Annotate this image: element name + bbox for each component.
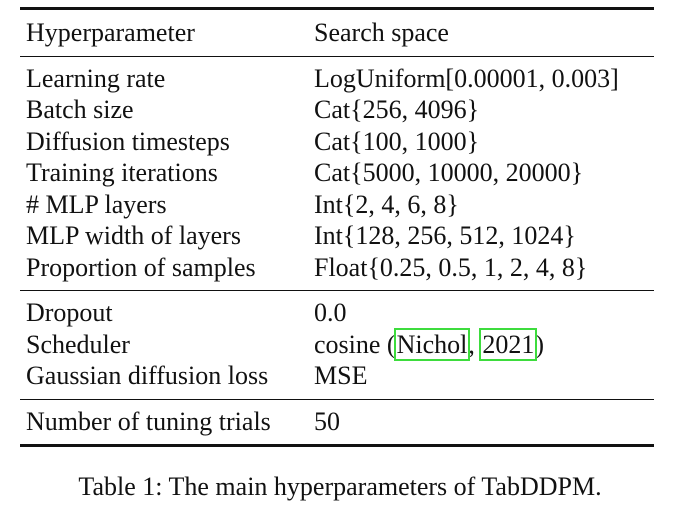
search-space: LogUniform[0.00001, 0.003]	[314, 63, 619, 93]
search-space: cosine (Nichol, 2021)	[314, 327, 545, 361]
table-row: Number of tuning trials 50	[20, 406, 654, 438]
scheduler-value: cosine (	[314, 329, 396, 359]
param-name: Diffusion timesteps	[26, 126, 230, 156]
param-name: MLP width of layers	[26, 221, 241, 250]
table-row: Dropout 0.0	[20, 297, 654, 329]
search-space: Float{0.25, 0.5, 1, 2, 4, 8}	[314, 252, 588, 282]
table-row: Proportion of samples Float{0.25, 0.5, 1…	[20, 252, 654, 284]
search-space: 0.0	[314, 298, 347, 327]
table-row: Batch size Cat{256, 4096}	[20, 94, 654, 126]
table-caption: Table 1: The main hyperparameters of Tab…	[78, 472, 602, 501]
section-rule	[20, 398, 654, 400]
header-space: Search space	[314, 18, 449, 47]
section-search: Learning rate LogUniform[0.00001, 0.003]…	[20, 57, 654, 291]
citation-year-link[interactable]: 2021	[479, 327, 538, 361]
citation-separator: ,	[468, 329, 482, 359]
param-name: Scheduler	[26, 329, 130, 359]
top-rule	[20, 7, 654, 10]
header-param: Hyperparameter	[26, 18, 195, 47]
search-space: Int{2, 4, 6, 8}	[314, 189, 459, 219]
table-header: Hyperparameter Search space	[20, 10, 654, 56]
table-row: Gaussian diffusion loss MSE	[20, 360, 654, 392]
param-name: Batch size	[26, 95, 134, 124]
search-space: Int{128, 256, 512, 1024}	[314, 221, 576, 250]
table-row: Training iterations Cat{5000, 10000, 200…	[20, 157, 654, 189]
citation-author-link[interactable]: Nichol	[393, 327, 471, 361]
section-trials: Number of tuning trials 50	[20, 400, 654, 445]
table-row: Learning rate LogUniform[0.00001, 0.003]	[20, 63, 654, 95]
table-row: Diffusion timesteps Cat{100, 1000}	[20, 126, 654, 158]
hyperparameter-table: Hyperparameter Search space Learning rat…	[20, 7, 654, 447]
bottom-rule	[20, 444, 654, 447]
search-space: Cat{5000, 10000, 20000}	[314, 158, 584, 187]
param-name: Dropout	[26, 298, 113, 327]
table-row: MLP width of layers Int{128, 256, 512, 1…	[20, 220, 654, 252]
search-space: 50	[314, 406, 340, 436]
section-fixed: Dropout 0.0 Scheduler cosine (Nichol, 20…	[20, 291, 654, 399]
table-row: Scheduler cosine (Nichol, 2021)	[20, 327, 654, 361]
param-name: Number of tuning trials	[26, 406, 271, 436]
param-name: Gaussian diffusion loss	[26, 361, 269, 390]
param-name: # MLP layers	[26, 189, 167, 219]
header-row: Hyperparameter Search space	[20, 17, 654, 49]
table-row: # MLP layers Int{2, 4, 6, 8}	[20, 189, 654, 221]
param-name: Proportion of samples	[26, 252, 256, 282]
search-space: MSE	[314, 361, 368, 390]
header-rule	[20, 55, 654, 57]
param-name: Training iterations	[26, 158, 218, 187]
citation-close: )	[535, 329, 545, 359]
search-space: Cat{256, 4096}	[314, 95, 480, 124]
search-space: Cat{100, 1000}	[314, 126, 480, 156]
section-rule	[20, 290, 654, 291]
param-name: Learning rate	[26, 63, 166, 93]
